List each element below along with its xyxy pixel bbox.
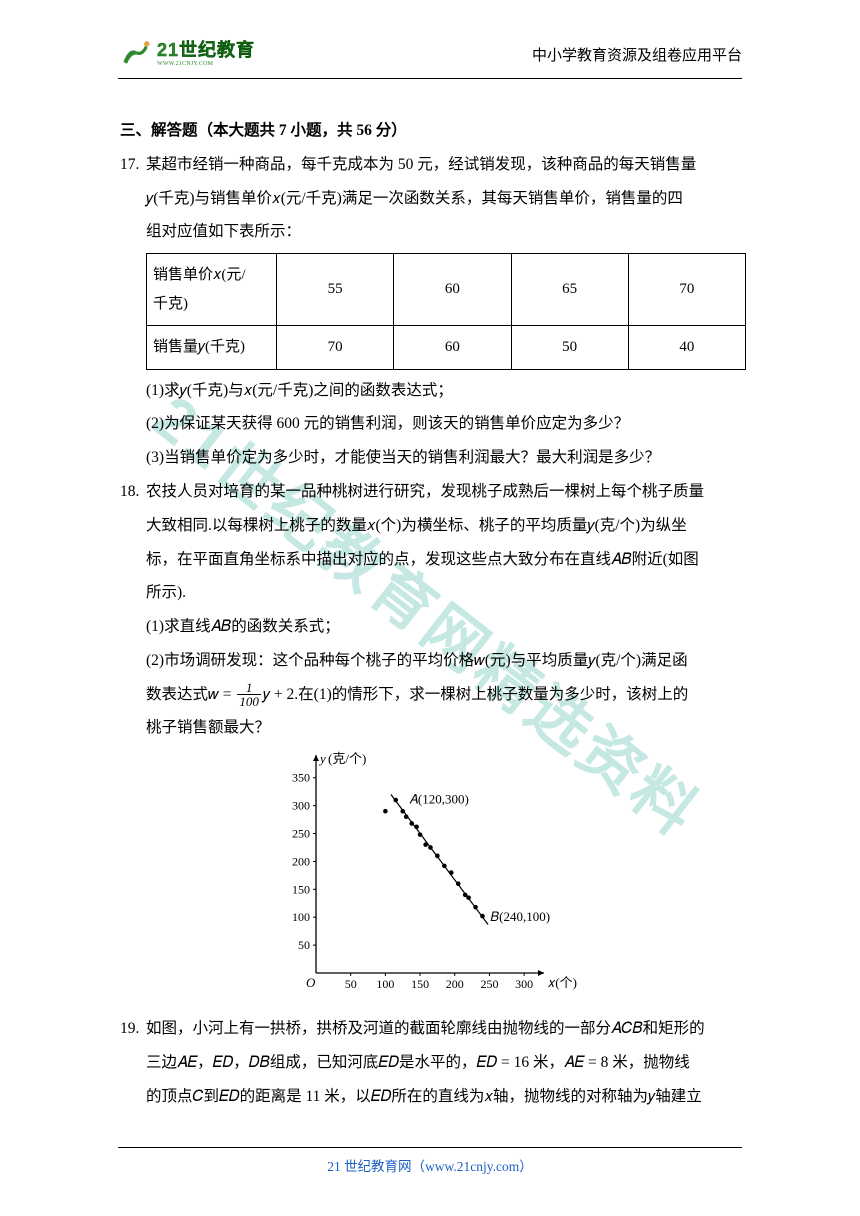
q18-p2b-post: 𝑦 + 2.在(1)的情形下，求一棵树上桃子数量为多少时，该树上的 [263, 686, 688, 703]
brand-logo: 21世纪教育 WWW.21CNJY.COM [118, 36, 255, 67]
svg-text:250: 250 [480, 977, 498, 991]
header-rule [118, 78, 742, 79]
cell-text: 千克) [153, 296, 188, 312]
table-cell: 65 [511, 254, 628, 326]
brand-main: 21世纪教育 [157, 36, 255, 62]
q19-line2: 三边𝐴𝐸，𝐸𝐷，𝐷𝐵组成，已知河底𝐸𝐷是水平的，𝐸𝐷 = 16 米，𝐴𝐸 = 8… [146, 1046, 746, 1080]
q18-chart-wrap: 50 100 150 200 250 300 350 50 100 150 200 250 300 Oy(… [120, 749, 746, 1004]
table-header-x: 销售单价𝑥(元/ 千克) [147, 254, 277, 326]
svg-text:O: O [306, 975, 316, 990]
footer-text: 21 世纪教育网（www.21cnjy.com） [327, 1159, 533, 1174]
svg-text:200: 200 [446, 977, 464, 991]
q18-l1-text: 农技人员对培育的某一品种桃树进行研究，发现桃子成熟后一棵树上每个桃子质量 [146, 483, 704, 500]
q17-table: 销售单价𝑥(元/ 千克) 55 60 65 70 销售量𝑦(千克) 70 60 … [146, 253, 746, 370]
svg-text:50: 50 [345, 977, 357, 991]
page-header: 21世纪教育 WWW.21CNJY.COM 中小学教育资源及组卷应用平台 [0, 36, 860, 88]
svg-text:300: 300 [292, 799, 310, 813]
table-header-y: 销售量𝑦(千克) [147, 326, 277, 370]
q19-number: 19. [120, 1012, 146, 1046]
table-cell: 70 [628, 254, 745, 326]
svg-text:350: 350 [292, 771, 310, 785]
svg-text:𝐴(120,300): 𝐴(120,300) [409, 792, 469, 807]
q17-number: 17. [120, 148, 146, 182]
q18-part2a: (2)市场调研发现：这个品种每个桃子的平均价格𝑤(元)与平均质量𝑦(克/个)满足… [146, 644, 746, 678]
q17-part3: (3)当销售单价定为多少时，才能使当天的销售利润最大？最大利润是多少？ [146, 441, 746, 475]
footer-prefix: 21 世纪教育网（ [327, 1159, 425, 1174]
q17-l1-text: 某超市经销一种商品，每千克成本为 50 元，经试销发现，该种商品的每天销售量 [146, 156, 696, 173]
frac-bot: 100 [237, 695, 261, 708]
svg-text:150: 150 [292, 883, 310, 897]
svg-text:𝐵(240,100): 𝐵(240,100) [491, 909, 551, 924]
section-title: 三、解答题（本大题共 7 小题，共 56 分） [120, 114, 746, 148]
page-footer: 21 世纪教育网（www.21cnjy.com） [0, 1155, 860, 1176]
q17-part1: (1)求𝑦(千克)与𝑥(元/千克)之间的函数表达式； [146, 374, 746, 408]
q19-line1: 19.如图，小河上有一拱桥，拱桥及河道的截面轮廓线由抛物线的一部分𝐴𝐶𝐵和矩形的 [120, 1012, 746, 1046]
svg-text:𝑥(个): 𝑥(个) [548, 975, 577, 990]
footer-suffix: ） [519, 1159, 533, 1174]
svg-text:150: 150 [411, 977, 429, 991]
svg-text:(克/个): (克/个) [328, 751, 366, 766]
table-row: 销售单价𝑥(元/ 千克) 55 60 65 70 [147, 254, 746, 326]
q19-line3: 的顶点𝐶到𝐸𝐷的距离是 11 米，以𝐸𝐷所在的直线为𝑥轴，抛物线的对称轴为𝑦轴建… [146, 1080, 746, 1114]
q17-line3: 组对应值如下表所示： [146, 215, 746, 249]
table-cell: 70 [277, 326, 394, 370]
q18-part2c: 桃子销售额最大？ [146, 711, 746, 745]
table-row: 销售量𝑦(千克) 70 60 50 40 [147, 326, 746, 370]
q18-number: 18. [120, 475, 146, 509]
q17-part2: (2)为保证某天获得 600 元的销售利润，则该天的销售单价应定为多少？ [146, 407, 746, 441]
header-right-text: 中小学教育资源及组卷应用平台 [532, 44, 742, 65]
cell-text: 销售单价𝑥(元/ [153, 267, 246, 283]
q18-line1: 18.农技人员对培育的某一品种桃树进行研究，发现桃子成熟后一棵树上每个桃子质量 [120, 475, 746, 509]
svg-text:100: 100 [376, 977, 394, 991]
q17-line1: 17.某超市经销一种商品，每千克成本为 50 元，经试销发现，该种商品的每天销售… [120, 148, 746, 182]
svg-text:200: 200 [292, 855, 310, 869]
q18-chart: 50 100 150 200 250 300 350 50 100 150 200 250 300 Oy(… [268, 749, 598, 999]
q17-line2: 𝑦(千克)与销售单价𝑥(元/千克)满足一次函数关系，其每天销售单价，销售量的四 [146, 182, 746, 216]
table-cell: 60 [394, 326, 511, 370]
q18-line3: 标，在平面直角坐标系中描出对应的点，发现这些点大致分布在直线𝐴𝐵附近(如图 [146, 543, 746, 577]
table-cell: 55 [277, 254, 394, 326]
footer-rule [118, 1147, 742, 1148]
q18-part1: (1)求直线𝐴𝐵的函数关系式； [146, 610, 746, 644]
q18-line4: 所示). [146, 576, 746, 610]
svg-text:250: 250 [292, 827, 310, 841]
q18-line2: 大致相同.以每棵树上桃子的数量𝑥(个)为横坐标、桃子的平均质量𝑦(克/个)为纵坐 [146, 509, 746, 543]
table-cell: 40 [628, 326, 745, 370]
svg-text:y: y [318, 751, 326, 766]
q18-part2b: 数表达式𝑤 = 1100𝑦 + 2.在(1)的情形下，求一棵树上桃子数量为多少时… [146, 678, 746, 712]
svg-text:300: 300 [515, 977, 533, 991]
fraction: 1100 [235, 681, 263, 708]
q19-l1-text: 如图，小河上有一拱桥，拱桥及河道的截面轮廓线由抛物线的一部分𝐴𝐶𝐵和矩形的 [146, 1020, 705, 1037]
brand-sub: WWW.21CNJY.COM [157, 61, 255, 67]
svg-text:50: 50 [298, 938, 310, 952]
frac-top: 1 [237, 681, 261, 695]
table-cell: 60 [394, 254, 511, 326]
footer-url: www.21cnjy.com [425, 1159, 519, 1174]
svg-text:100: 100 [292, 910, 310, 924]
runner-icon [118, 38, 154, 66]
q18-p2b-pre: 数表达式𝑤 = [146, 686, 235, 703]
table-cell: 50 [511, 326, 628, 370]
content-area: 三、解答题（本大题共 7 小题，共 56 分） 17.某超市经销一种商品，每千克… [120, 114, 746, 1114]
